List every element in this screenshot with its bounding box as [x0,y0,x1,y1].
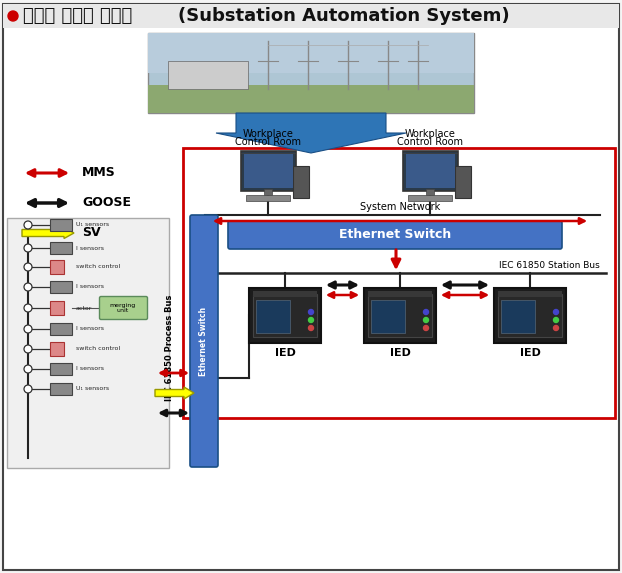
FancyBboxPatch shape [190,215,218,467]
Bar [264,189,272,195]
Bar [50,281,72,293]
Text: switch control: switch control [76,265,120,269]
Text: Workplace: Workplace [404,129,455,139]
FancyArrow shape [155,387,194,399]
Circle shape [309,309,313,315]
Bar [183,148,615,418]
Circle shape [309,317,313,323]
Text: (Substation Automation System): (Substation Automation System) [178,7,509,25]
Text: IEC 61850 Process Bus: IEC 61850 Process Bus [165,295,175,401]
Text: System Network: System Network [360,202,440,212]
Bar [426,189,434,195]
Bar [253,294,317,337]
Text: I sensors: I sensors [76,367,104,371]
Bar [168,61,248,89]
Text: Workplace: Workplace [243,129,294,139]
Circle shape [24,283,32,291]
Text: GOOSE: GOOSE [82,197,131,210]
Circle shape [24,244,32,252]
Text: U₁ sensors: U₁ sensors [76,222,109,227]
Bar [50,323,72,335]
Bar [50,342,64,356]
Bar [249,288,321,343]
Polygon shape [216,113,406,153]
Bar [50,260,64,274]
Circle shape [24,325,32,333]
Text: IED: IED [389,348,411,358]
Circle shape [554,325,559,331]
Text: I sensors: I sensors [76,327,104,332]
Circle shape [24,365,32,373]
Circle shape [424,325,429,331]
Text: Control Room: Control Room [235,137,301,147]
Text: actor: actor [76,305,93,311]
FancyBboxPatch shape [228,221,562,249]
Circle shape [24,345,32,353]
Circle shape [24,304,32,312]
Bar [50,363,72,375]
Circle shape [24,221,32,229]
Circle shape [8,11,18,21]
Bar [3,4,619,28]
Bar [455,166,471,198]
Text: merging
unit: merging unit [110,303,136,313]
Text: I sensors: I sensors [76,245,104,250]
Text: switch control: switch control [76,347,120,351]
Bar [364,288,436,343]
Bar [403,151,458,191]
Text: 변전소 자동화 시스템: 변전소 자동화 시스템 [23,7,132,25]
FancyBboxPatch shape [100,296,147,320]
Bar [498,291,562,297]
Text: IED: IED [274,348,295,358]
Text: MMS: MMS [82,167,116,179]
Bar [371,300,405,333]
Bar [368,294,432,337]
Bar [148,33,474,73]
Bar [501,300,535,333]
Bar [253,291,317,297]
Bar [148,33,474,113]
Text: U₁ sensors: U₁ sensors [76,387,109,391]
Circle shape [424,309,429,315]
Text: Ethernet Switch: Ethernet Switch [339,229,451,241]
Circle shape [24,263,32,271]
Text: SV: SV [82,226,101,240]
Bar [406,154,455,188]
Circle shape [554,309,559,315]
Bar [50,219,72,231]
Bar [408,195,452,201]
Bar [293,166,309,198]
Bar [50,242,72,254]
Bar [50,301,64,315]
Circle shape [309,325,313,331]
FancyArrow shape [22,227,74,238]
Bar [244,154,293,188]
Text: I sensors: I sensors [76,285,104,289]
Text: IED: IED [519,348,541,358]
Bar [148,85,474,113]
Bar [256,300,290,333]
Bar [50,383,72,395]
Circle shape [424,317,429,323]
Bar [246,195,290,201]
Bar [241,151,296,191]
Circle shape [24,385,32,393]
Bar [494,288,566,343]
Bar [368,291,432,297]
Bar [498,294,562,337]
Text: Ethernet Switch: Ethernet Switch [200,307,208,375]
Bar [7,218,169,468]
Circle shape [554,317,559,323]
Text: Control Room: Control Room [397,137,463,147]
Text: IEC 61850 Station Bus: IEC 61850 Station Bus [499,261,600,270]
